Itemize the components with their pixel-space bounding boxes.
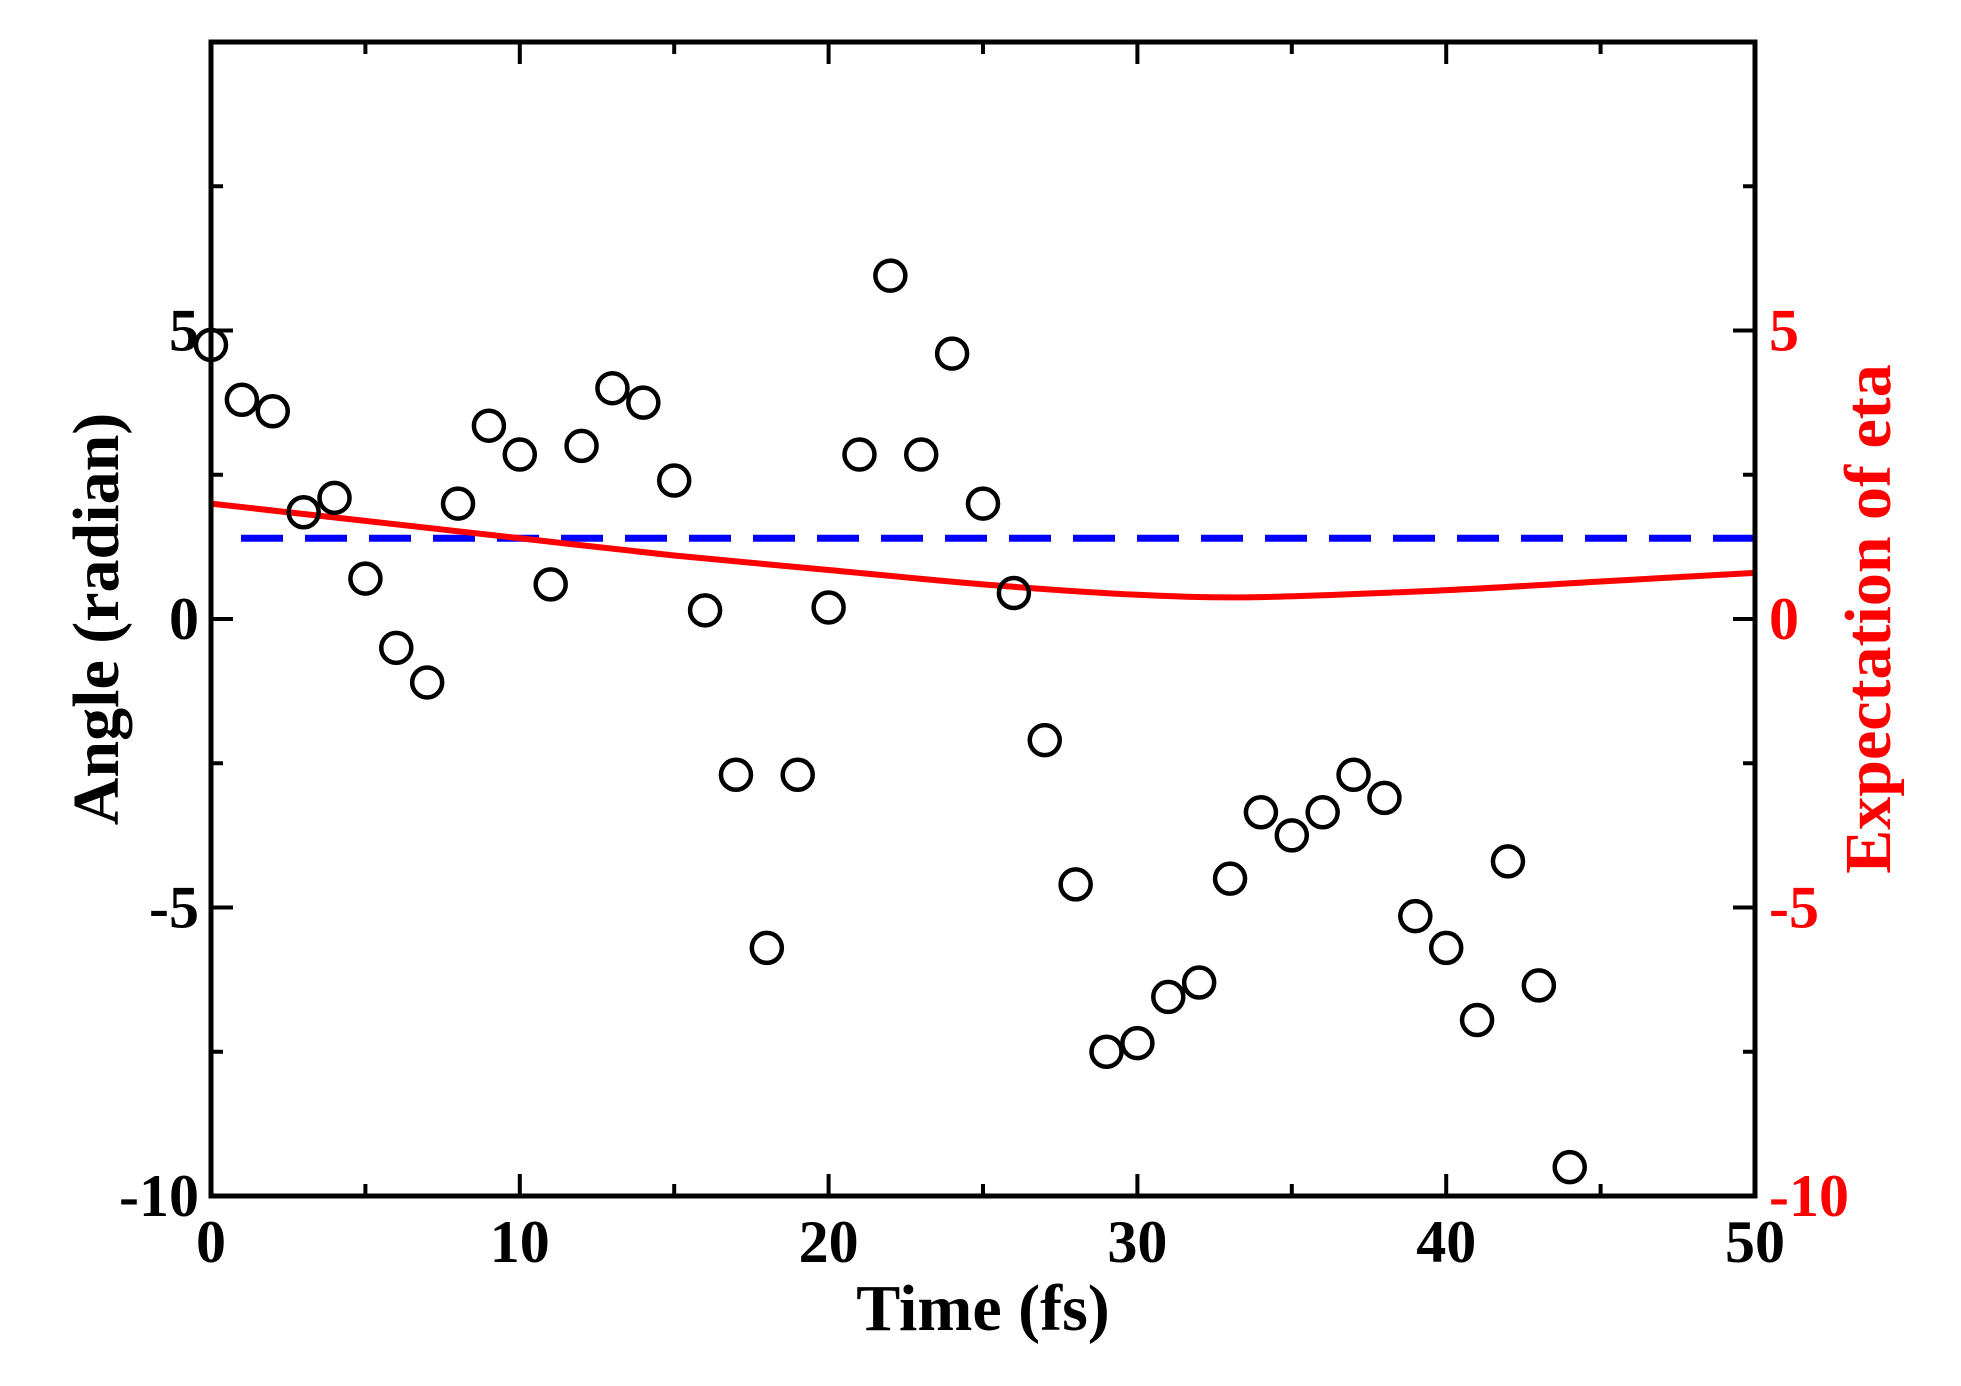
angle-point — [626, 385, 661, 420]
angle-point — [996, 575, 1032, 611]
angle-point — [1336, 757, 1371, 793]
y2-axis-title: Expectation of eta — [1832, 364, 1905, 874]
angle-point — [1151, 979, 1186, 1015]
y-axis-title: Angle (radian) — [60, 413, 133, 826]
angle-point — [811, 590, 846, 625]
angle-point — [286, 495, 321, 530]
angle-point — [687, 593, 723, 628]
angle-point — [1367, 780, 1402, 816]
angle-point — [873, 258, 908, 293]
angle-point — [348, 561, 383, 596]
angle-point — [1552, 1149, 1587, 1185]
angle-point — [409, 665, 445, 700]
angle-point — [1305, 795, 1340, 830]
angle-point — [1058, 867, 1093, 902]
angle-point — [1212, 861, 1248, 896]
y-tick-label: 5 — [169, 298, 199, 364]
angle-point — [317, 480, 352, 516]
angle-point — [780, 757, 815, 793]
x-tick-label: 20 — [799, 1209, 859, 1275]
angle-point — [502, 437, 538, 472]
angle-point — [1274, 818, 1310, 853]
angle-point — [533, 567, 568, 602]
angle-point — [1428, 930, 1464, 966]
angle-point — [965, 486, 1001, 521]
angle-point — [1490, 844, 1526, 879]
axis-ticks — [209, 40, 1757, 1198]
angle-point — [440, 486, 476, 521]
x-axis-title: Time (fs) — [856, 1272, 1110, 1345]
y-tick-label: -5 — [149, 875, 199, 941]
y2-tick-label: 5 — [1769, 298, 1799, 364]
angle-point — [255, 394, 291, 429]
eta-expectation-curve — [210, 500, 1756, 601]
angle-point — [595, 370, 630, 406]
x-tick-label: 10 — [490, 1209, 550, 1275]
angle-point — [1089, 1034, 1124, 1069]
angle-point — [471, 408, 507, 443]
y2-tick-label: 0 — [1769, 586, 1799, 652]
angle-point — [934, 336, 970, 371]
angle-point — [903, 437, 939, 472]
angle-point — [224, 382, 260, 417]
y-tick-label: -10 — [119, 1163, 199, 1229]
angle-point — [842, 437, 877, 472]
angle-point — [656, 463, 692, 498]
y-tick-label: 0 — [169, 586, 199, 652]
plot-frame — [208, 39, 1758, 1199]
x-tick-label: 50 — [1725, 1209, 1785, 1275]
x-tick-label: 0 — [196, 1209, 226, 1275]
angle-point — [1398, 898, 1433, 934]
angle-point — [1243, 795, 1279, 830]
plot-series — [193, 258, 1756, 1185]
y2-tick-label: -10 — [1769, 1163, 1849, 1229]
x-tick-label: 40 — [1416, 1209, 1476, 1275]
angle-point — [1027, 722, 1063, 758]
tick-labels: 0 10 20 30 40 50-10-505-10-505 — [119, 298, 1849, 1276]
angle-point — [1120, 1025, 1155, 1061]
angle-point — [1521, 968, 1557, 1003]
angle-point — [749, 930, 785, 966]
angle-point — [564, 428, 599, 464]
angle-point — [718, 757, 754, 793]
angle-point — [1181, 965, 1217, 1000]
x-tick-label: 30 — [1107, 1209, 1167, 1275]
angle-point — [379, 630, 414, 666]
angle-point — [1459, 1002, 1495, 1038]
y2-tick-label: -5 — [1769, 875, 1819, 941]
